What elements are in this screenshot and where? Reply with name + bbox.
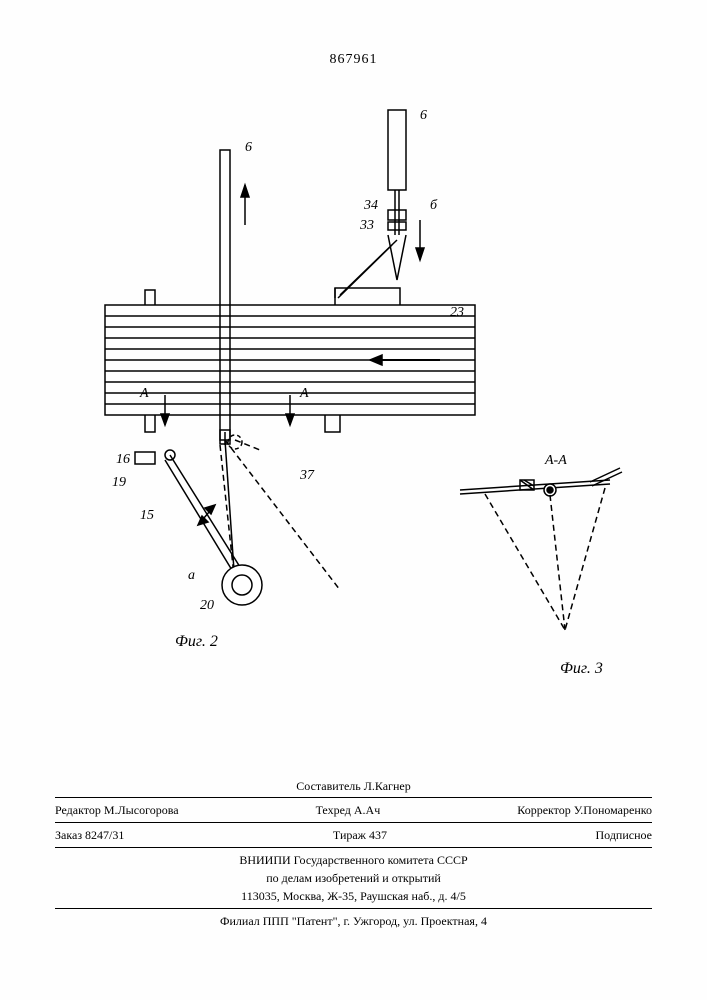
footer-branch: Филиал ППП "Патент", г. Ужгород, ул. Про… [55, 908, 652, 930]
footer-signed: Подписное [596, 826, 653, 844]
callout-6a: 6 [245, 140, 252, 156]
callout-23: 23 [450, 305, 464, 321]
fig3-label: Фиг. 3 [560, 660, 603, 678]
callout-6b: 6 [420, 108, 427, 124]
footer-order: Заказ 8247/31 [55, 826, 124, 844]
callout-20: 20 [200, 598, 214, 614]
callout-15: 15 [140, 508, 154, 524]
patent-page: 867961 [0, 0, 707, 1000]
callout-a: а [188, 568, 195, 584]
callout-37: 37 [300, 468, 314, 484]
callout-34: 34 [364, 198, 378, 214]
footer-block: Составитель Л.Кагнер Редактор М.Лысогоро… [55, 777, 652, 930]
fig2-label: Фиг. 2 [175, 633, 218, 651]
footer-tirage: Тираж 437 [333, 826, 387, 844]
section-AA: А-А [545, 453, 567, 469]
callout-16: 16 [116, 452, 130, 468]
footer-compiler: Составитель Л.Кагнер [296, 779, 410, 793]
footer-org1: ВНИИПИ Государственного комитета СССР [55, 851, 652, 869]
callout-A2: A [300, 386, 309, 402]
footer-editor: Редактор М.Лысогорова [55, 801, 179, 819]
callout-A1: A [140, 386, 149, 402]
figure-2-svg [20, 80, 687, 820]
footer-org: ВНИИПИ Государственного комитета СССР по… [55, 847, 652, 905]
footer-org3: 113035, Москва, Ж-35, Раушская наб., д. … [55, 887, 652, 905]
callout-33: 33 [360, 218, 374, 234]
figure-area: 6 6 34 33 б 23 A A 16 19 15 37 а 20 Фиг.… [20, 80, 687, 820]
footer-corrector: Корректор У.Пономаренко [517, 801, 652, 819]
footer-tech: Техред А.Ач [316, 801, 381, 819]
footer-org2: по делам изобретений и открытий [55, 869, 652, 887]
callout-19: 19 [112, 475, 126, 491]
footer-row2: Заказ 8247/31 Тираж 437 Подписное [55, 822, 652, 844]
patent-number: 867961 [330, 52, 378, 68]
footer-row1: Редактор М.Лысогорова Техред А.Ач Коррек… [55, 797, 652, 819]
callout-b: б [430, 198, 437, 214]
